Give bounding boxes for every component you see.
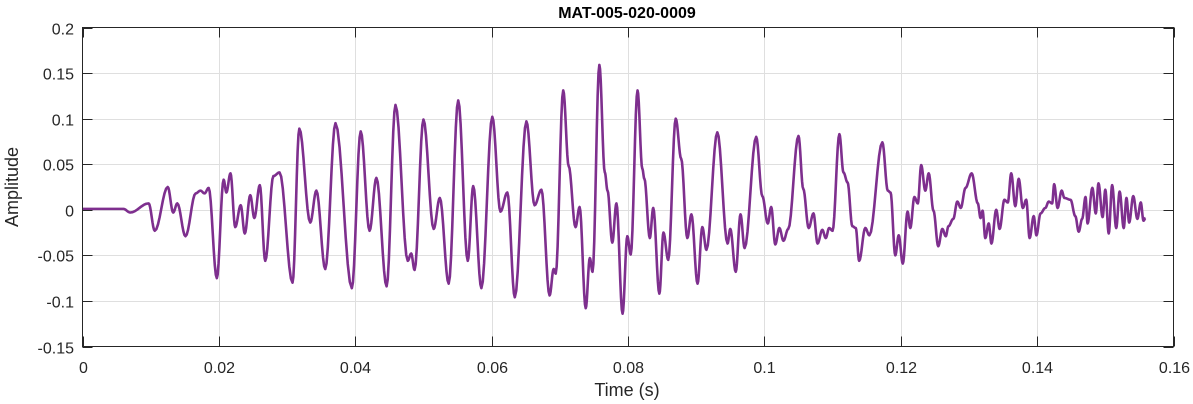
- x-tick-label: 0.12: [886, 360, 917, 377]
- y-tick-label: 0.2: [52, 22, 74, 39]
- x-tick-label: 0.04: [340, 360, 371, 377]
- x-tick-label: 0.1: [753, 360, 775, 377]
- x-tick-label: 0.02: [204, 360, 235, 377]
- x-tick-label: 0.06: [477, 360, 508, 377]
- y-tick-label: -0.15: [38, 341, 75, 358]
- x-axis-label: Time (s): [594, 380, 659, 400]
- y-tick-label: -0.05: [38, 249, 75, 266]
- chart-title: MAT-005-020-0009: [558, 5, 696, 22]
- x-tick-label: 0.08: [613, 360, 644, 377]
- x-tick-label: 0.16: [1159, 360, 1190, 377]
- y-tick-label: 0.15: [43, 67, 74, 84]
- y-tick-label: 0.1: [52, 113, 74, 130]
- waveform-line: [82, 63, 1147, 315]
- y-tick-label: 0: [65, 204, 74, 221]
- y-tick-label: -0.1: [46, 295, 74, 312]
- y-tick-label: 0.05: [43, 158, 74, 175]
- ticks: 0 0.02 0.04 0.06 0.08 0.1 0.12 0.14 0.16 0.2 0.15 0…: [38, 22, 1191, 378]
- y-axis-label: Amplitude: [2, 147, 22, 227]
- x-tick-label: 0: [79, 360, 88, 377]
- x-tick-label: 0.14: [1022, 360, 1053, 377]
